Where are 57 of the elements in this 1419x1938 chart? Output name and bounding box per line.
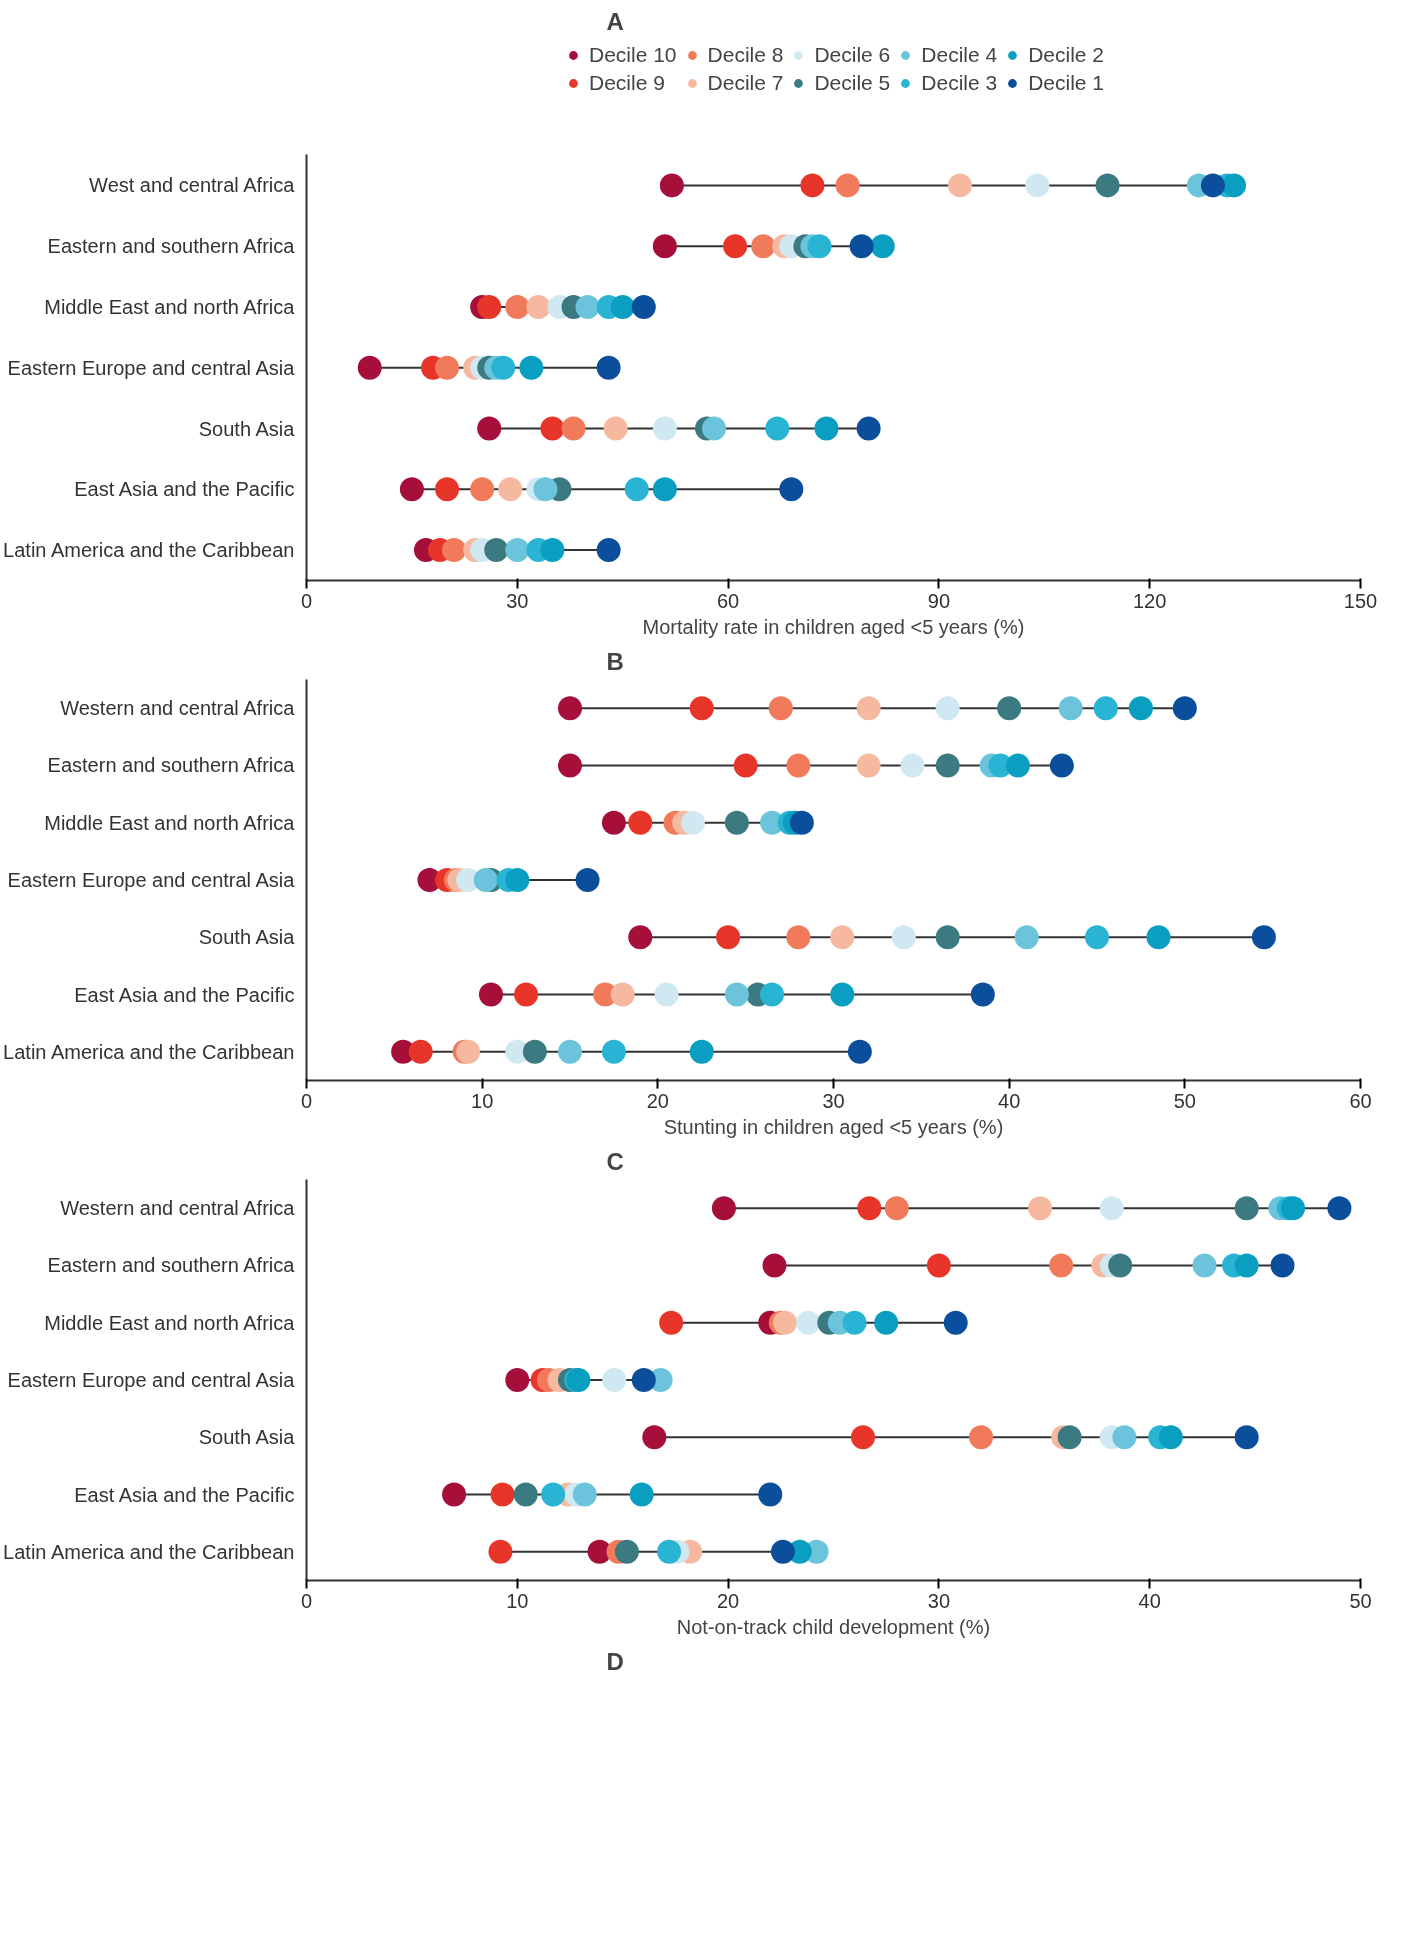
y-tick-label: Latin America and the Caribbean (3, 1540, 295, 1563)
x-axis-title: Mortality rate in children aged <5 years (%) (642, 615, 1025, 638)
y-tick-label: Eastern Europe and central Asia (7, 356, 296, 379)
legend-label: Decile 3 (921, 71, 998, 95)
x-tick-label: 20 (646, 1089, 669, 1112)
y-tick-label: Latin America and the Caribbean (3, 1040, 295, 1063)
x-tick-label: 40 (998, 1089, 1021, 1112)
y-tick-label: Latin America and the Caribbean (3, 539, 295, 562)
chart-title: B (606, 647, 624, 675)
x-tick-label: 10 (471, 1089, 494, 1112)
x-tick-label: 30 (927, 1589, 951, 1612)
x-tick-label: 0 (300, 1089, 313, 1112)
y-tick-label: Middle East and north Africa (44, 811, 296, 834)
y-tick-label: Western and central Africa (60, 697, 296, 720)
x-axis-title: Not-on-track child development (%) (676, 1615, 991, 1638)
y-tick-label: Eastern Europe and central Asia (7, 869, 296, 891)
y-tick-label: East Asia and the Pacific (74, 478, 295, 501)
legend-label: Decile 5 (814, 71, 891, 95)
chart-title: C (606, 1147, 624, 1175)
y-tick-label: Middle East and north Africa (44, 295, 296, 318)
y-tick-label: Eastern and southern Africa (47, 754, 296, 777)
chart-title: A (606, 7, 624, 35)
x-tick-label: 0 (300, 589, 313, 612)
y-tick-label: East Asia and the Pacific (74, 1483, 295, 1506)
y-tick-label: West and central Africa (89, 174, 296, 197)
legend-label: Decile 4 (921, 43, 998, 67)
legend-label: Decile 7 (707, 71, 784, 95)
y-tick-label: Eastern Europe and central Asia (7, 1369, 296, 1391)
x-tick-label: 50 (1173, 1089, 1196, 1112)
legend-label: Decile 1 (1028, 71, 1105, 95)
x-tick-label: 50 (1349, 1589, 1372, 1612)
x-tick-label: 20 (716, 1589, 740, 1612)
y-tick-label: South Asia (198, 926, 296, 949)
x-tick-label: 120 (1133, 589, 1167, 612)
x-tick-label: 30 (822, 1089, 845, 1112)
x-tick-label: 40 (1138, 1589, 1161, 1612)
x-tick-label: 0 (300, 1589, 313, 1612)
y-tick-label: South Asia (198, 417, 296, 440)
legend-label: Decile 9 (588, 71, 665, 95)
legend-label: Decile 6 (814, 43, 891, 67)
y-tick-label: Eastern and southern Africa (47, 1254, 296, 1277)
legend-label: Decile 2 (1028, 43, 1105, 67)
y-tick-label: South Asia (198, 1426, 296, 1449)
x-tick-label: 30 (506, 589, 529, 612)
y-tick-label: Western and central Africa (60, 1197, 296, 1220)
y-tick-label: East Asia and the Pacific (74, 983, 295, 1006)
x-tick-label: 60 (716, 589, 740, 612)
legend-label: Decile 8 (707, 43, 784, 67)
x-tick-label: 150 (1343, 589, 1378, 612)
x-tick-label: 60 (1349, 1089, 1372, 1112)
legend-label: Decile 10 (588, 43, 677, 67)
y-tick-label: Eastern and southern Africa (47, 235, 296, 258)
x-tick-label: 10 (506, 1589, 529, 1612)
text: D (606, 1647, 624, 1675)
x-tick-label: 90 (927, 589, 951, 612)
y-tick-label: Middle East and north Africa (44, 1311, 296, 1334)
x-axis-title: Stunting in children aged <5 years (%) (663, 1115, 1004, 1138)
